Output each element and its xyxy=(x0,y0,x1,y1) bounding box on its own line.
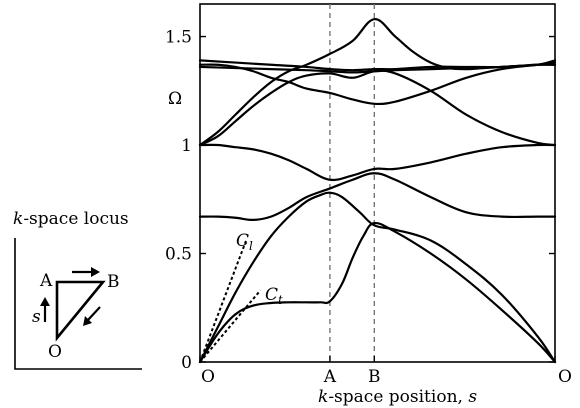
inset-point-b: B xyxy=(107,272,120,292)
inset-title: k-space locus xyxy=(13,209,129,229)
inset-axes xyxy=(14,238,142,370)
x-axis-label-k: k xyxy=(318,387,328,407)
inset-point-o: O xyxy=(48,342,62,362)
x-tick-label-0: O xyxy=(201,367,215,387)
x-axis-label-text: -space position, xyxy=(328,387,468,407)
dispersion-branch-2 xyxy=(198,191,557,364)
curve-group xyxy=(198,18,557,364)
y-axis-ticks: 0 0.5 1 1.5 xyxy=(165,28,555,373)
x-axis-label-s: s xyxy=(468,387,477,407)
dispersion-branch-4 xyxy=(198,143,557,182)
asymptote-line-1 xyxy=(199,289,262,363)
dispersion-branch-3 xyxy=(198,172,557,221)
plot-frame xyxy=(199,3,556,363)
y-tick-label-0: 0 xyxy=(181,353,192,373)
y-tick-label-2: 1 xyxy=(181,136,192,156)
arrow-down-left-head xyxy=(83,316,92,326)
inset-point-a: A xyxy=(39,271,53,291)
arrow-down-left-icon xyxy=(87,306,101,321)
inset-direction-s: s xyxy=(32,307,41,327)
x-axis-label: k-space position, s xyxy=(318,387,477,407)
arrow-right-head xyxy=(91,267,100,277)
x-tick-label-1: A xyxy=(323,367,337,387)
dispersion-branch-5 xyxy=(198,69,557,147)
arrow-up-head xyxy=(40,297,50,306)
x-tick-label-2: B xyxy=(368,367,381,387)
inset-triangle xyxy=(55,280,106,342)
asymptote-label-cl: Cl xyxy=(236,231,253,253)
x-tick-label-3: O xyxy=(558,367,572,387)
y-axis-label: Ω xyxy=(168,89,182,109)
dispersion-branch-1 xyxy=(198,221,557,364)
y-tick-label-3: 1.5 xyxy=(165,28,192,48)
asymptote-label-ct: Ct xyxy=(265,285,283,307)
y-tick-label-1: 0.5 xyxy=(165,245,192,265)
vertical-markers xyxy=(329,4,376,362)
k-space-locus-inset: k-space locus A B O s xyxy=(13,209,142,370)
asymptote-line-0 xyxy=(199,240,248,363)
dispersion-branch-9 xyxy=(198,18,557,147)
asymptote-group xyxy=(199,240,262,363)
dispersion-chart: 0 0.5 1 1.5 O A B O Ω k-space position, s Cl C… xyxy=(165,3,572,407)
